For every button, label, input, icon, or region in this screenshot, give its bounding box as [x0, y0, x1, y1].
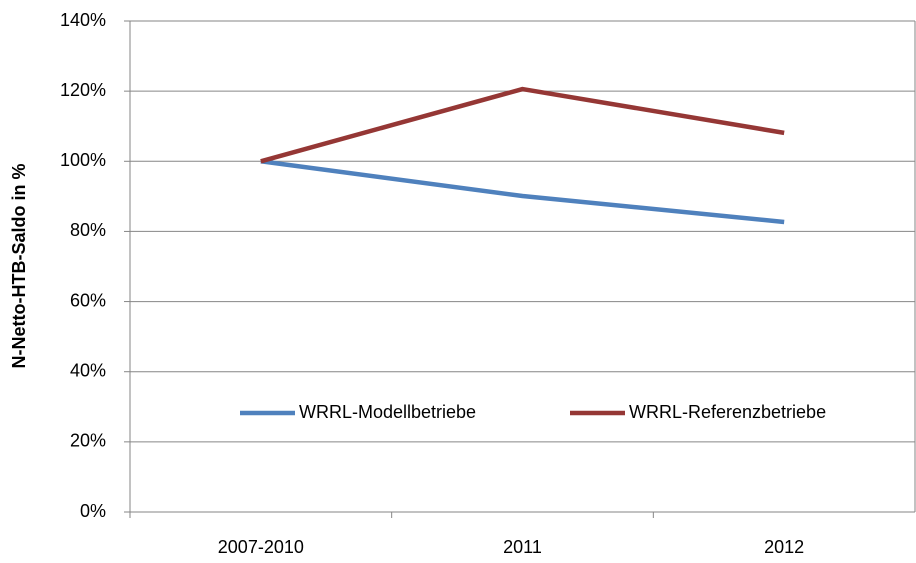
series-line: [260, 86, 785, 164]
x-tick-label: 2012: [764, 537, 804, 557]
x-tick-label: 2011: [503, 537, 542, 557]
y-tick-label: 40%: [70, 360, 106, 380]
y-axis-label: N-Netto-HTB-Saldo in %: [9, 164, 29, 369]
legend-label: WRRL-Referenzbetriebe: [629, 402, 826, 422]
series-line: [260, 159, 785, 225]
legend-label: WRRL-Modellbetriebe: [299, 402, 476, 422]
y-tick-label: 0%: [80, 501, 106, 521]
y-tick-label: 140%: [60, 10, 106, 30]
y-tick-label: 120%: [60, 80, 106, 100]
x-tick-label: 2007-2010: [218, 537, 304, 557]
y-tick-label: 20%: [70, 431, 106, 451]
y-tick-label: 80%: [70, 220, 106, 240]
y-tick-label: 100%: [60, 150, 106, 170]
y-tick-label: 60%: [70, 290, 106, 310]
